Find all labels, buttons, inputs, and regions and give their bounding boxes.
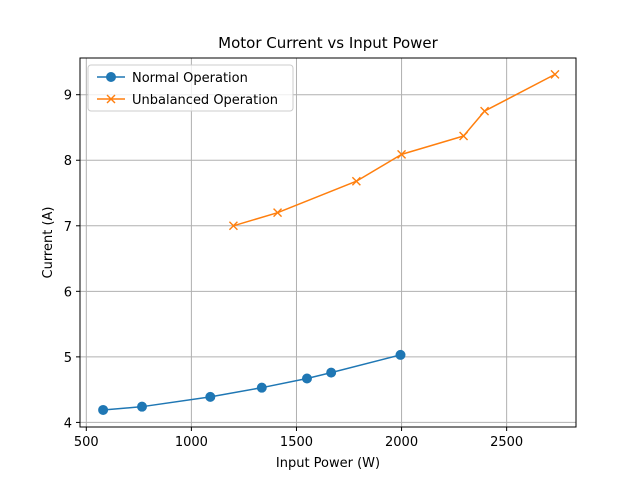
marker-stroke xyxy=(273,208,283,218)
legend-item: Unbalanced Operation xyxy=(97,93,278,108)
data-point xyxy=(273,208,283,218)
x-tick-label: 500 xyxy=(74,435,99,450)
ticks: 500 1000 1500 2000 2500 4 5 6 7 8 9 xyxy=(64,89,523,450)
data-point xyxy=(301,373,312,384)
marker-stroke xyxy=(397,149,407,159)
y-tick-label: 8 xyxy=(64,154,72,169)
data-point xyxy=(205,391,216,402)
data-point xyxy=(256,382,267,393)
data-point xyxy=(326,367,337,378)
legend-marker xyxy=(106,72,116,82)
x-axis-label: Input Power (W) xyxy=(276,456,380,471)
data-point xyxy=(480,106,490,116)
data-point xyxy=(459,131,469,141)
y-axis-label: Current (A) xyxy=(41,207,56,279)
data-point xyxy=(550,69,560,79)
legend-label: Unbalanced Operation xyxy=(132,93,278,108)
legend-label: Normal Operation xyxy=(132,71,248,86)
data-point xyxy=(395,349,406,360)
series-normal-operation xyxy=(98,349,406,415)
legend-item: Normal Operation xyxy=(97,71,248,86)
x-tick-label: 2000 xyxy=(385,435,418,450)
data-point xyxy=(228,221,238,231)
chart-title: Motor Current vs Input Power xyxy=(218,34,438,52)
data-point xyxy=(397,149,407,159)
y-tick-label: 5 xyxy=(64,351,72,366)
data-point xyxy=(351,176,361,186)
y-tick-label: 9 xyxy=(64,89,72,104)
legend-marker xyxy=(106,94,116,104)
series-layer xyxy=(98,69,560,415)
marker-stroke xyxy=(106,94,116,104)
data-point xyxy=(98,404,109,415)
x-tick-label: 1500 xyxy=(280,435,313,450)
series-unbalanced-operation xyxy=(228,69,560,231)
grid xyxy=(80,58,576,427)
x-tick-label: 1000 xyxy=(175,435,208,450)
plot-frame xyxy=(79,57,577,428)
y-tick-label: 7 xyxy=(64,220,72,235)
x-tick-label: 2500 xyxy=(490,435,523,450)
marker-stroke xyxy=(351,176,361,186)
data-point xyxy=(137,401,147,412)
y-tick-label: 4 xyxy=(64,416,72,431)
legend: Normal Operation Unbalanced Operation xyxy=(87,64,294,112)
marker-stroke xyxy=(459,131,469,141)
marker-stroke xyxy=(550,69,560,79)
marker-stroke xyxy=(228,221,238,231)
y-tick-label: 6 xyxy=(64,285,72,300)
marker-stroke xyxy=(480,106,490,116)
legend-box xyxy=(87,64,294,112)
